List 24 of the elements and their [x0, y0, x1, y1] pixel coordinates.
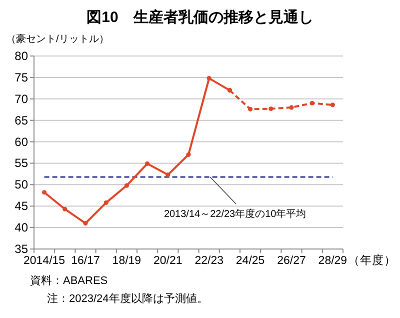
x-tick-label: 22/23 [194, 255, 224, 267]
x-tick-label: 16/17 [71, 255, 100, 267]
chart-title: 図10 生産者乳価の推移と見通し [86, 8, 314, 26]
y-tick-label: 40 [14, 220, 28, 235]
y-tick-label: 60 [14, 134, 28, 149]
y-axis-title: （豪セント/リットル） [6, 33, 109, 45]
x-tick-label: 24/25 [236, 255, 265, 267]
y-tick-label: 50 [14, 178, 28, 192]
y-tick-label: 65 [14, 113, 28, 128]
x-tick-label: 20/21 [154, 255, 182, 267]
x-tick-label: 26/27 [277, 255, 306, 267]
y-tick-label: 80 [14, 49, 28, 63]
y-tick-label: 75 [14, 70, 28, 84]
ref-line-label: 2013/14～22/23年度の10年平均 [164, 208, 306, 220]
x-tick-label: 28/29 [318, 255, 348, 267]
x-tick-label: 18/19 [112, 255, 142, 267]
text: 注：2023/24年度以降は予測値。 [47, 292, 208, 305]
y-tick-label: 35 [14, 242, 28, 256]
x-tick-label: 2014/15 [24, 255, 66, 267]
y-tick-label: 55 [14, 156, 28, 170]
x-axis-title: （年度） [348, 253, 396, 267]
text: 資料：ABARES [30, 274, 108, 287]
y-tick-label: 70 [14, 92, 28, 106]
y-tick-label: 45 [14, 199, 28, 214]
